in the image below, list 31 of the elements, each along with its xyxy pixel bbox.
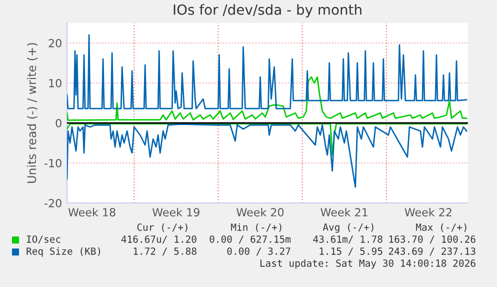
text: Max (-/+) bbox=[416, 223, 466, 232]
text: 0.00 / 627.15m bbox=[210, 235, 291, 244]
text: Avg (-/+) bbox=[322, 223, 374, 233]
text: Min (-/+) bbox=[231, 223, 282, 232]
x-tick-label: Week 21 bbox=[320, 208, 368, 216]
text: 1.15 / 5.95 bbox=[320, 247, 382, 256]
x-tick-label: Week 20 bbox=[236, 208, 284, 216]
line-series bbox=[67, 124, 468, 188]
line-series bbox=[67, 34, 468, 110]
text: 243.69 / 237.13 bbox=[388, 247, 476, 256]
text: 1.72 / 5.88 bbox=[134, 247, 196, 256]
text: 0.00 / 3.27 bbox=[227, 247, 290, 256]
y-tick-label: -20 bbox=[44, 198, 62, 208]
line-series bbox=[67, 76, 468, 121]
line-series bbox=[67, 123, 468, 156]
y-tick-label: 10 bbox=[49, 78, 62, 88]
text: 416.67u/ 1.20 bbox=[121, 235, 196, 244]
y-tick-label: -10 bbox=[44, 158, 62, 168]
chart-title: IOs for /dev/sda - by month bbox=[174, 4, 362, 18]
legend-label: IO/sec bbox=[26, 235, 60, 244]
x-tick-label: Week 19 bbox=[152, 208, 200, 216]
legend-label: Req Size (KB) bbox=[26, 247, 100, 257]
text: 43.61m/ 1.78 bbox=[313, 235, 382, 244]
y-tick-label: 20 bbox=[48, 38, 62, 48]
y-axis-title: Units read (-) / write (+) bbox=[27, 43, 38, 183]
x-tick-label: Week 22 bbox=[404, 208, 452, 216]
text: Last update: Sat May 30 14:00:18 2026 bbox=[260, 259, 476, 269]
y-tick-label: 0 bbox=[56, 118, 62, 128]
x-tick-label: Week 18 bbox=[68, 208, 116, 216]
text: 163.70 / 100.26 bbox=[389, 235, 476, 244]
text: Cur (-/+) bbox=[137, 223, 188, 232]
